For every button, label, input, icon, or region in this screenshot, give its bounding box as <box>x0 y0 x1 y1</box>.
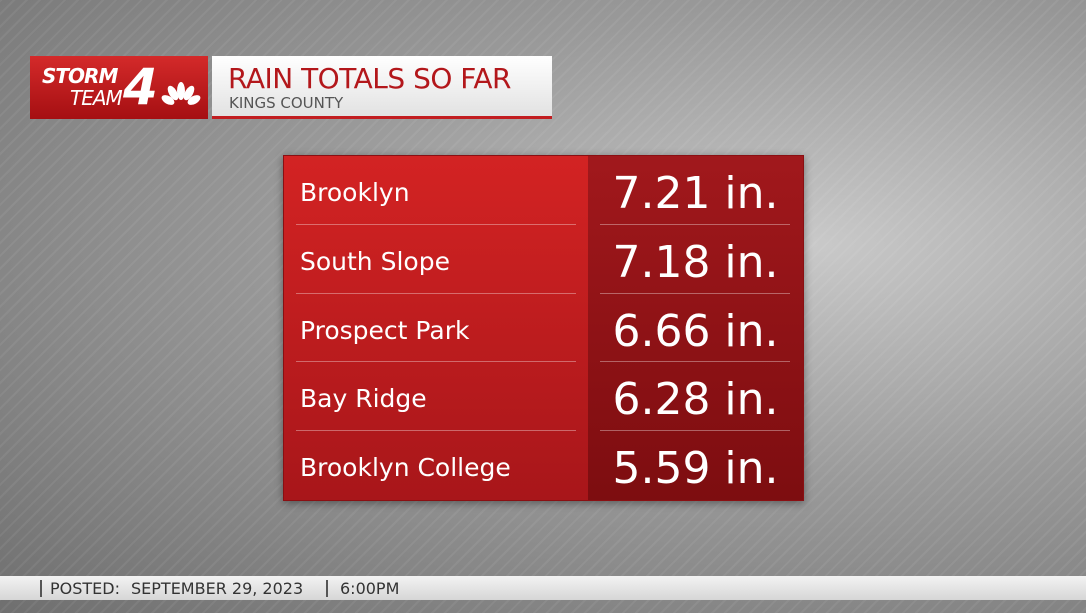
logo-text: TEAM <box>70 86 123 110</box>
separator <box>326 580 328 597</box>
separator <box>40 580 42 597</box>
location: Prospect Park <box>300 315 470 345</box>
table-row: Brooklyn College 5.59 in. <box>284 431 803 500</box>
location: South Slope <box>300 246 450 276</box>
table-row: South Slope 7.18 in. <box>284 225 803 294</box>
title-box: RAIN TOTALS SO FAR KINGS COUNTY <box>212 56 552 119</box>
location: Bay Ridge <box>300 384 427 414</box>
location: Brooklyn <box>300 178 410 207</box>
logo-number: 4 <box>123 58 158 116</box>
row-divider <box>296 223 576 225</box>
row-divider <box>296 292 576 294</box>
subtitle: KINGS COUNTY <box>229 94 344 112</box>
footer: POSTED: SEPTEMBER 29, 2023 6:00PM <box>0 576 1086 600</box>
footer-label: POSTED: <box>50 579 120 598</box>
row-divider <box>296 430 576 432</box>
row-divider <box>600 292 790 294</box>
footer-time: 6:00PM <box>340 579 400 598</box>
rain-total: 6.28 in. <box>612 374 779 426</box>
row-divider <box>296 361 576 363</box>
table-row: Bay Ridge 6.28 in. <box>284 362 803 432</box>
title: RAIN TOTALS SO FAR <box>228 62 511 95</box>
rain-total: 5.59 in. <box>612 443 779 495</box>
table-row: Prospect Park 6.66 in. <box>284 294 803 363</box>
location: Brooklyn College <box>300 453 511 483</box>
rain-total: 7.21 in. <box>612 168 779 219</box>
table: Brooklyn 7.21 in. South Slope 7.18 in. Prosp… <box>283 155 804 501</box>
row-divider <box>600 430 790 432</box>
rain-total: 6.66 in. <box>612 305 779 357</box>
table-row: Brooklyn 7.21 in. <box>284 156 803 225</box>
row-divider <box>600 361 790 363</box>
row-divider <box>600 223 790 225</box>
footer-date: SEPTEMBER 29, 2023 <box>131 579 304 598</box>
value-column <box>588 156 803 500</box>
logo: STORM TEAM 4 <box>30 56 208 119</box>
peacock-icon <box>161 82 201 105</box>
logo-text: STORM <box>42 64 118 88</box>
rain-total: 7.18 in. <box>612 236 779 288</box>
